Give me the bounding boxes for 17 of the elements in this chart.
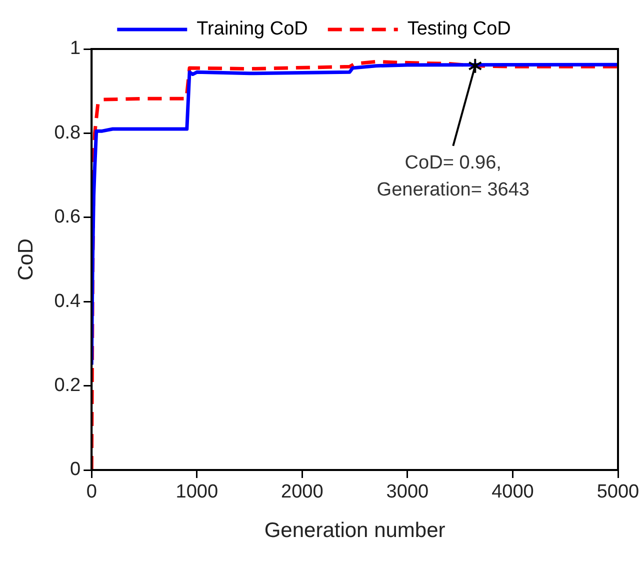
y-tick-label: 0.2 [54, 375, 81, 396]
y-axis-title: CoD [14, 238, 38, 281]
y-tick-label: 0.6 [54, 206, 81, 228]
y-tick-label: 0.4 [54, 290, 82, 312]
annotation: CoD= 0.96, Generation= 3643 [376, 152, 530, 201]
x-tick-label: 3000 [386, 482, 429, 503]
y-tick-label: 0 [70, 459, 81, 480]
x-tick-label: 2000 [281, 482, 324, 503]
x-tick-label: 5000 [596, 482, 640, 503]
x-axis-title: Generation number [264, 519, 446, 542]
legend-label: Training CoD [196, 18, 308, 40]
x-tick-label: 1000 [176, 482, 218, 503]
x-tick-label: 4000 [492, 482, 534, 503]
legend-label: Testing CoD [407, 18, 511, 40]
y-tick-label: 0.8 [54, 122, 81, 144]
x-tick-label: 0 [86, 482, 97, 503]
y-tick-label: 1 [70, 38, 81, 60]
